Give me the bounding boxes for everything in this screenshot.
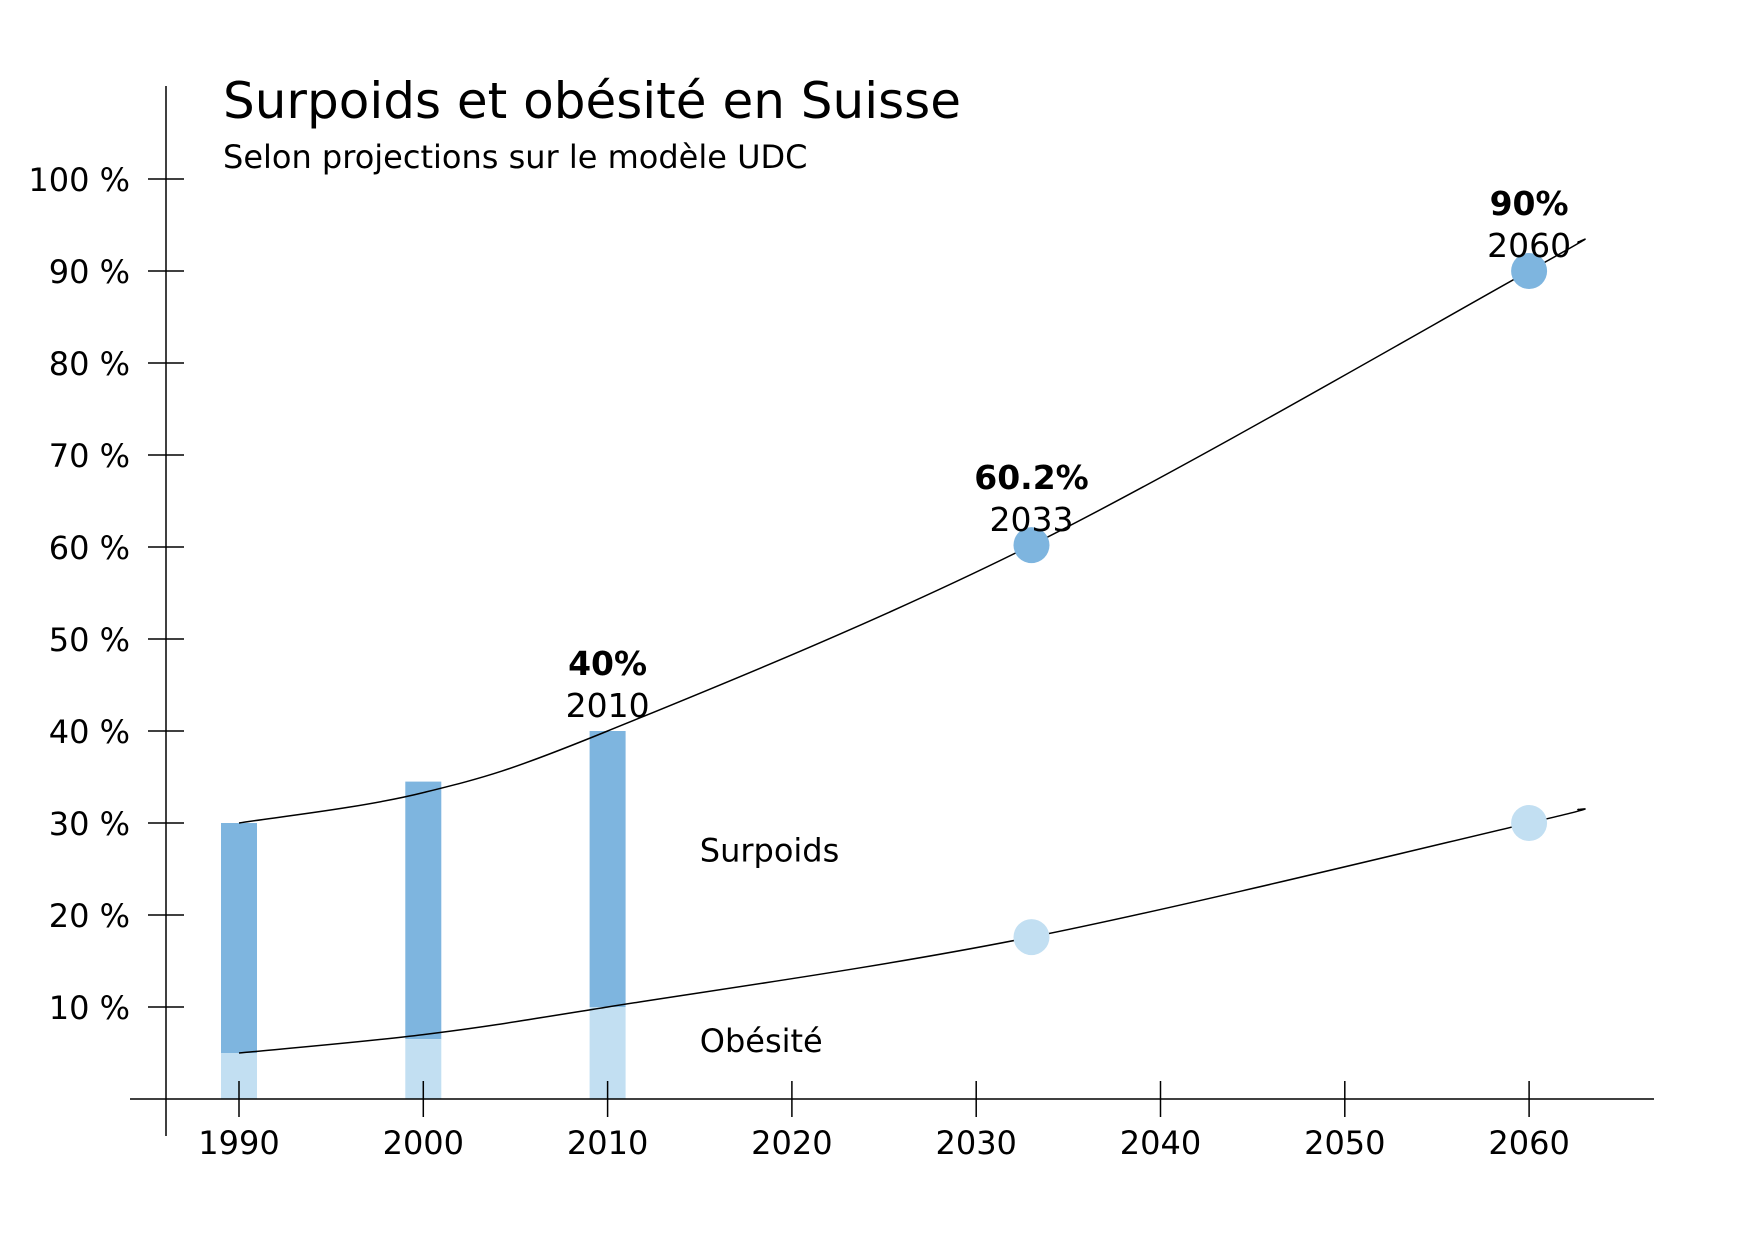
series-label-surpoids: Surpoids (700, 832, 840, 870)
x-tick-label-2050: 2050 (1304, 1124, 1385, 1162)
y-tick-label-100: 100 % (28, 161, 130, 199)
point-obesite-2060 (1511, 805, 1548, 841)
y-tick-label-70: 70 % (49, 437, 130, 475)
points-group (1013, 253, 1548, 956)
x-tick-label-1990: 1990 (198, 1124, 279, 1162)
bar-surpoids-2000 (405, 781, 442, 1040)
point-surpoids-2060 (1511, 253, 1548, 289)
series-label-obesite: Obésité (700, 1022, 823, 1060)
x-tick-label-2020: 2020 (751, 1124, 832, 1162)
y-tick-label-50: 50 % (49, 621, 130, 659)
point-surpoids-2033 (1013, 527, 1050, 564)
labels-group: 40%2010 60.2%2033 90%2060 Surpoids Obésité (566, 184, 1571, 1060)
x-tick-label-2030: 2030 (935, 1124, 1016, 1162)
curve-surpoids (238, 238, 1586, 824)
axes-group: 1990 2000 2010 2020 2030 2040 2050 2060 10 % 20 %… (28, 86, 1654, 1162)
y-tick-label-10: 10 % (49, 989, 130, 1027)
y-tick-label-20: 20 % (49, 897, 130, 935)
annotation-value-2033: 60.2% (974, 458, 1089, 497)
bars-group (221, 731, 626, 1099)
annotation-year-2060: 2060 (1487, 226, 1571, 265)
annotation-value-2010: 40% (568, 644, 647, 683)
chart-subtitle: Selon projections sur le modèle UDC (223, 138, 808, 176)
annotation-value-2060: 90% (1490, 184, 1569, 223)
annotation-year-2033: 2033 (989, 500, 1073, 539)
x-tick-label-2010: 2010 (567, 1124, 648, 1162)
chart-title: Surpoids et obésité en Suisse (223, 72, 961, 130)
y-tick-label-40: 40 % (49, 713, 130, 751)
annotation-year-2010: 2010 (566, 686, 650, 725)
bar-surpoids-2010 (589, 731, 626, 1007)
x-tick-label-2040: 2040 (1120, 1124, 1201, 1162)
x-tick-label-2060: 2060 (1488, 1124, 1569, 1162)
y-tick-label-60: 60 % (49, 529, 130, 567)
y-tick-label-80: 80 % (49, 345, 130, 383)
bar-surpoids-1990 (221, 823, 257, 1053)
x-tick-label-2000: 2000 (383, 1124, 464, 1162)
y-tick-label-30: 30 % (49, 805, 130, 843)
point-obesite-2033 (1013, 919, 1050, 956)
y-tick-label-90: 90 % (49, 253, 130, 291)
